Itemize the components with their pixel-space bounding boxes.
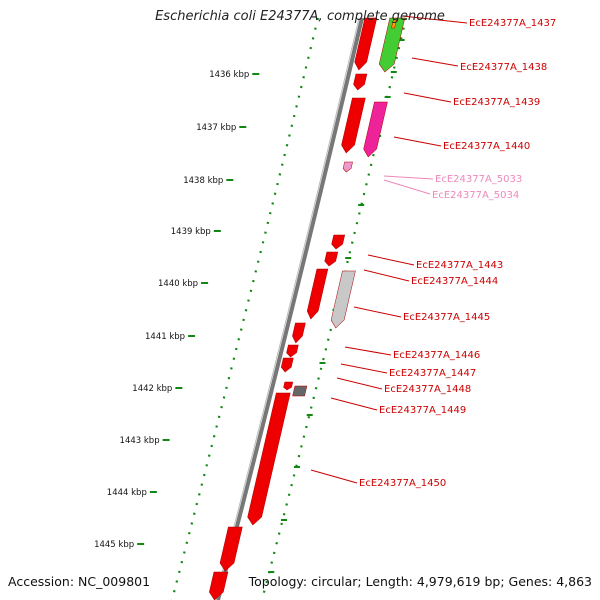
gene-feature-1438 [378,17,406,73]
gene-label[interactable]: EcE24377A_1440 [443,141,530,152]
gene-features [209,17,406,600]
tick-label: 1444 kbp [107,488,147,498]
gene-label[interactable]: EcE24377A_1437 [469,18,556,29]
tick-marks: 1436 kbp 1437 kbp 1438 kbp 1439 kbp 1440 kbp… [94,39,405,573]
gene-leader-line [330,397,378,411]
genome-title: Escherichia coli E24377A, complete genom… [155,9,445,24]
gene-leader-line [393,136,442,147]
gene-feature-colored-stripe [391,19,397,29]
tick-label: 1442 kbp [132,384,172,394]
gene-feature-1437 [354,17,378,71]
gene-leader-line [340,363,388,374]
gene-feature-1446 [292,322,306,344]
gene-feature-next-2 [209,571,229,600]
gene-feature-1449 [292,385,308,397]
tick-label: 1443 kbp [120,436,160,446]
gene-leader-line [401,15,468,24]
gene-feature-next-1 [219,526,243,572]
gene-feature-1445a [306,268,329,320]
gene-feature-5033 [342,161,353,173]
gene-feature-1447b [280,357,294,373]
gene-leader-line [336,377,383,390]
gene-label[interactable]: EcE24377A_1450 [359,478,446,489]
tick-label: 1438 kbp [183,176,223,186]
gene-feature-1450 [247,392,291,526]
gene-label[interactable]: EcE24377A_1439 [453,97,540,108]
gene-label[interactable]: EcE24377A_1445 [403,312,490,323]
gene-leader-line [383,175,434,180]
tick-label: 1445 kbp [94,540,134,550]
gene-feature-1439 [341,97,366,154]
tick-label: 1440 kbp [158,279,198,289]
gene-leader-line [367,254,415,266]
tick-label: 1436 kbp [209,70,249,80]
gene-label[interactable]: EcE24377A_1438 [460,62,547,73]
gene-label[interactable]: EcE24377A_1446 [393,350,480,361]
genome-summary-text: Topology: circular; Length: 4,979,619 bp… [248,574,592,589]
gene-label[interactable]: EcE24377A_5033 [435,174,522,185]
gene-leader-line [411,57,459,67]
gene-leader-line [310,469,358,484]
genome-backbone [216,17,364,600]
backbone-highlight [214,17,360,600]
gene-feature-1447 [286,344,299,358]
gene-leader-line [344,346,392,356]
gene-label[interactable]: EcE24377A_1448 [384,384,471,395]
tick-label: 1439 kbp [171,227,211,237]
gene-feature-1448 [283,381,294,391]
gene-label[interactable]: EcE24377A_1447 [389,368,476,379]
gene-leader-line [363,269,410,282]
gene-label[interactable]: EcE24377A_1444 [411,276,498,287]
gene-label[interactable]: EcE24377A_1449 [379,405,466,416]
tick-ring [170,17,320,600]
gene-feature-1445 [330,270,356,329]
gene-labels: EcE24377A_1437 EcE24377A_1438 EcE24377A_14… [310,15,556,489]
gene-feature-1444 [324,251,339,267]
gene-label[interactable]: EcE24377A_5034 [432,190,519,201]
gene-leader-line [353,306,402,318]
tick-label: 1437 kbp [196,123,236,133]
gene-leader-line [403,92,452,103]
tick-label: 1441 kbp [145,332,185,342]
gene-label[interactable]: EcE24377A_1443 [416,260,503,271]
gene-feature-1440 [363,101,388,158]
accession-text: Accession: NC_009801 [8,574,151,589]
gene-feature-1443 [331,234,346,250]
gene-feature-1437b [353,73,368,91]
gene-leader-line [383,179,431,195]
